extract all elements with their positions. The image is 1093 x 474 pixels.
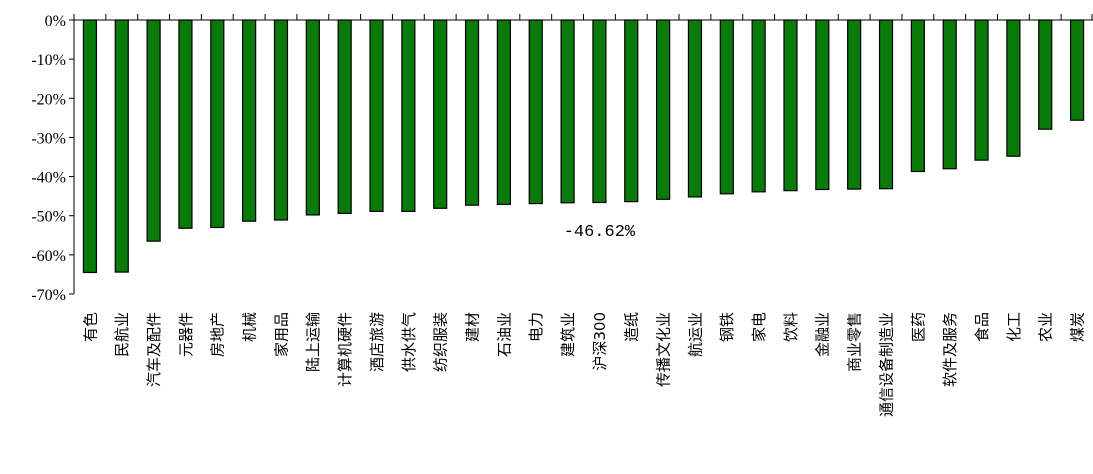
x-tick-label: 煤炭 [1068,312,1086,342]
bar [178,19,193,229]
x-tick-label: 通信设备制造业 [877,312,895,417]
x-tick-label: 软件及服务 [941,312,959,387]
y-tick-label: -40% [31,170,66,187]
bar [337,19,352,214]
x-tick-label: 有色 [81,312,99,342]
bar [815,19,830,191]
bar [878,19,894,190]
x-tick-label: 商业零售 [846,312,864,372]
x-tick-label: 沪深300 [591,312,609,371]
y-tick-label: -10% [31,52,66,69]
bar [560,19,575,204]
x-tick-label: 石油业 [495,312,513,357]
bar [719,19,734,195]
data-label-annotation: -46.62% [564,223,636,242]
x-tick-label: 纺织服装 [432,312,450,372]
bar [433,19,448,209]
x-tick-label: 供水供气 [400,312,418,372]
x-tick-label: 计算机硬件 [336,312,354,387]
x-tick-label: 饮料 [782,312,800,342]
y-tick-label: -30% [31,130,66,147]
bar [114,19,129,273]
bar [464,19,480,206]
bar [751,19,766,193]
x-tick-label: 机械 [241,312,259,342]
y-tick-label: -20% [31,91,66,108]
x-tick-label: 航运业 [686,312,704,357]
y-tick-label: -70% [31,287,66,304]
bar [847,19,862,190]
bar [656,19,671,200]
x-tick-label: 房地产 [209,312,227,357]
bar [496,19,511,205]
y-tick-label: -50% [31,209,66,226]
x-tick-label: 建材 [463,312,481,342]
x-tick-label: 金融业 [814,312,832,357]
y-tick-label: -60% [31,248,66,265]
x-axis [73,14,1093,21]
x-tick-label: 医药 [909,312,927,342]
bar [1069,19,1085,121]
annotations: -46.62% [564,223,636,242]
bar [305,19,320,216]
bar [687,19,703,198]
x-tick-label: 农业 [1037,312,1055,342]
x-tick-label: 化工 [1005,312,1023,342]
x-tick-label: 民航业 [113,312,131,357]
bar [528,19,543,205]
bars [82,19,1085,274]
x-tick-label: 食品 [973,312,991,342]
category-labels: 有色 民航业 汽车及配件 元器件 房地产 机械 家用品 陆上运输 计算机硬件 酒店旅游 供水供气 纺织… [81,312,1086,417]
bar [401,19,416,213]
bar [273,19,289,221]
x-tick-label: 酒店旅游 [368,312,386,372]
x-tick-label: 家用品 [272,312,290,357]
x-tick-label: 元器件 [177,312,195,357]
x-tick-label: 电力 [527,312,545,342]
y-axis: 0% -10% -20% -30% -40% -50% -60% -70% [31,13,75,304]
bar [1006,19,1021,157]
x-tick-label: 传播文化业 [655,312,673,387]
bar [242,19,257,222]
x-tick-label: 陆上运输 [304,312,322,372]
y-tick-label: 0% [45,13,66,30]
bar [783,19,798,192]
bar [1038,19,1053,130]
bar [942,19,957,170]
bar [369,19,384,213]
bar [210,19,225,229]
bar [146,19,161,242]
x-tick-label: 造纸 [623,312,641,342]
bar [624,19,639,203]
x-tick-label: 家电 [750,312,768,342]
x-tick-label: 汽车及配件 [145,312,163,387]
x-tick-label: 钢铁 [718,312,736,342]
bar [910,19,925,173]
bar [592,19,607,204]
bar [82,19,98,274]
bar [974,19,989,161]
x-tick-label: 建筑业 [559,312,577,357]
